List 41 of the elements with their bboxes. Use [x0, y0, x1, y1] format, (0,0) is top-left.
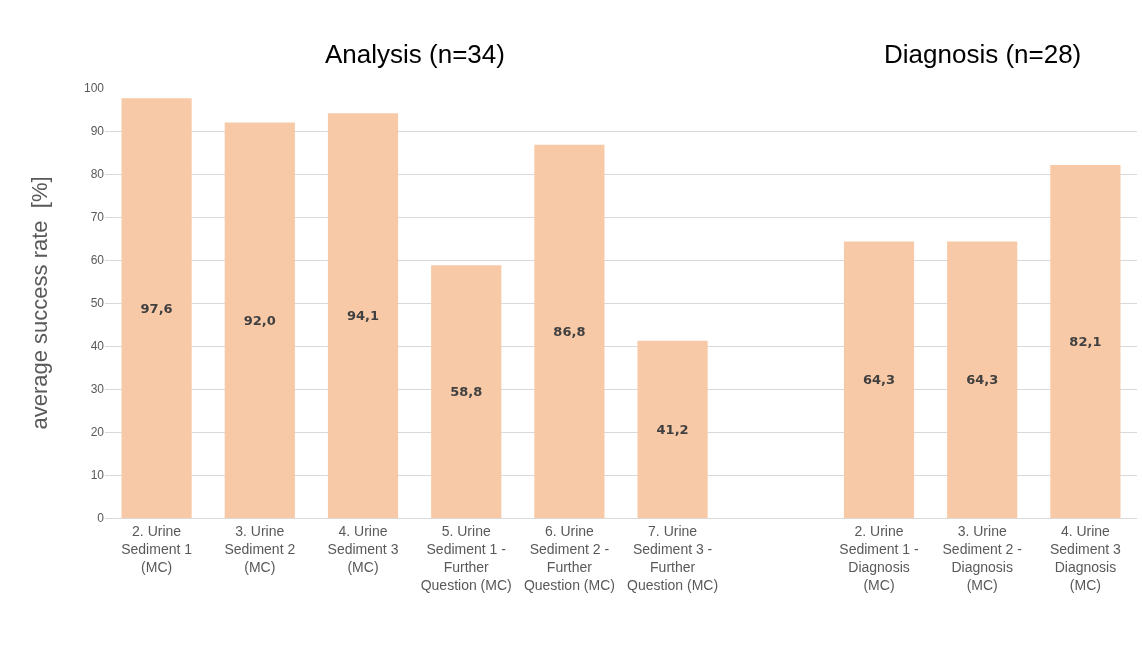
y-tick-label: 60: [90, 253, 105, 268]
bar: [327, 113, 399, 518]
x-tick-label: 7. Urine Sediment 3 - Further Question (MC): [627, 522, 719, 594]
x-tick-label: 4. Urine Sediment 3 (MC): [327, 522, 399, 576]
y-axis-title: average success rate [%]: [26, 176, 52, 430]
y-tick-label: 80: [90, 167, 105, 182]
bar: [224, 122, 295, 518]
bar: [431, 265, 502, 518]
bar: [1050, 164, 1121, 518]
x-tick-label: 5. Urine Sediment 1 - Further Question (MC): [420, 522, 512, 594]
data-label: 94,1: [346, 308, 380, 324]
text: Diagnosis (n=28): [884, 39, 1082, 69]
y-tick-label: 90: [90, 124, 105, 139]
bar: [121, 98, 192, 518]
y-tick-label: 40: [90, 339, 105, 354]
x-tick-label: 3. Urine Sediment 2 - Diagnosis (MC): [942, 522, 1023, 594]
data-label: 58,8: [450, 384, 483, 400]
y-tick-label: 30: [90, 382, 105, 397]
x-tick-label: 2. Urine Sediment 1 (MC): [121, 522, 193, 576]
data-label: 97,6: [140, 300, 173, 316]
y-tick-label: 10: [90, 468, 105, 483]
data-label: 92,0: [243, 312, 276, 328]
text: Analysis (n=34): [325, 39, 505, 69]
data-label: 86,8: [553, 323, 586, 339]
data-label: 64,3: [862, 372, 896, 388]
y-tick-label: 20: [90, 425, 105, 440]
bar: [637, 340, 708, 518]
x-tick-label: 2. Urine Sediment 1 - Diagnosis (MC): [839, 522, 920, 594]
data-label: 82,1: [1069, 333, 1102, 349]
bar: [534, 144, 605, 518]
x-tick-label: 4. Urine Sediment 3 Diagnosis (MC): [1049, 522, 1122, 594]
bar: [843, 241, 915, 518]
x-tick-label: 6. Urine Sediment 2 - Further Question (MC): [523, 522, 615, 594]
bar: [947, 241, 1018, 518]
data-label: 41,2: [656, 421, 689, 437]
y-tick-label: 0: [97, 511, 105, 526]
x-tick-label: 3. Urine Sediment 2 (MC): [224, 522, 296, 576]
y-tick-label: 100: [83, 81, 105, 96]
y-tick-label: 50: [90, 296, 105, 311]
y-tick-label: 70: [90, 210, 105, 225]
data-label: 64,3: [966, 372, 999, 388]
